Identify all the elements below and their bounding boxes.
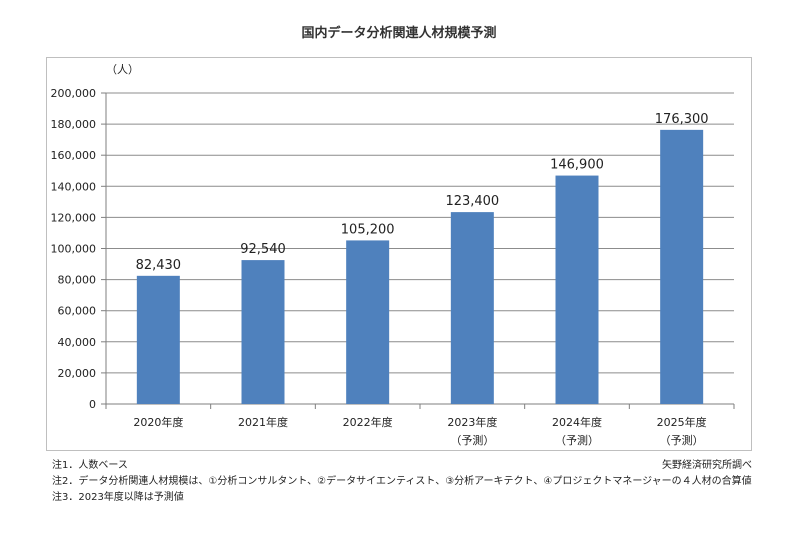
bar-value-label: 105,200: [341, 222, 395, 237]
x-tick-label: 2021年度: [238, 415, 288, 429]
chart-frame: [46, 57, 752, 451]
x-tick-sublabel: （予測）: [450, 433, 494, 447]
y-tick-label: 0: [89, 398, 96, 411]
y-unit-label: （人）: [106, 63, 139, 76]
bar-value-label: 92,540: [240, 242, 286, 257]
chart-title: 国内データ分析関連人材規模予測: [301, 26, 497, 41]
y-tick-label: 20,000: [58, 367, 97, 380]
x-tick-label: 2022年度: [343, 415, 393, 429]
note-1: 注1．人数ベース: [52, 460, 128, 471]
y-tick-label: 140,000: [51, 180, 97, 193]
bar: [241, 260, 285, 404]
y-tick-label: 80,000: [58, 274, 97, 287]
notes: 注1．人数ベース 注2．データ分析関連人材規模は、①分析コンサルタント、②データ…: [52, 458, 752, 506]
y-tick-label: 180,000: [51, 118, 97, 131]
y-tick-label: 160,000: [51, 149, 97, 162]
note-2: 注2．データ分析関連人材規模は、①分析コンサルタント、②データサイエンティスト、…: [52, 476, 752, 487]
source-credit: 矢野経済研究所調べ: [662, 460, 752, 471]
y-tick-label: 40,000: [58, 336, 97, 349]
x-tick-sublabel: （予測）: [555, 433, 599, 447]
bar-value-label: 82,430: [136, 258, 182, 273]
x-tick-label: 2025年度: [657, 415, 707, 429]
x-tick-label: 2024年度: [552, 415, 602, 429]
bar-value-label: 123,400: [445, 194, 499, 209]
note-3: 注3．2023年度以降は予測値: [52, 492, 184, 503]
bar: [136, 275, 180, 404]
bar: [555, 175, 599, 404]
x-tick-label: 2023年度: [447, 415, 497, 429]
x-tick-label: 2020年度: [133, 415, 183, 429]
bar: [346, 240, 390, 404]
bar: [660, 129, 704, 404]
y-tick-label: 200,000: [51, 87, 97, 100]
y-tick-label: 60,000: [58, 305, 97, 318]
bar-value-label: 176,300: [655, 112, 709, 127]
bar-value-label: 146,900: [550, 158, 604, 173]
bar: [450, 212, 494, 404]
y-tick-label: 100,000: [51, 243, 97, 256]
y-tick-label: 120,000: [51, 211, 97, 224]
x-tick-sublabel: （予測）: [660, 433, 704, 447]
